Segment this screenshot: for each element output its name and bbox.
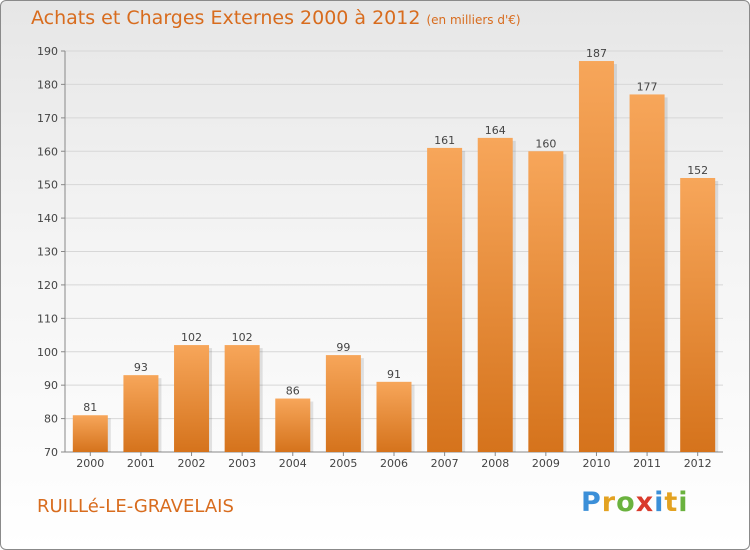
logo-letter: P [581, 487, 602, 518]
bar [680, 177, 716, 452]
x-tick-label: 2004 [279, 457, 307, 470]
logo-letter: x [635, 487, 655, 518]
y-tick-label: 80 [44, 413, 58, 426]
bar [629, 94, 665, 453]
data-labels: 81 93 102 102 86 99 91 161 164 160 187 177 152 [83, 47, 708, 414]
unit-label: (en milliers d'€) [426, 13, 521, 27]
data-label: 164 [485, 124, 506, 137]
bar [224, 345, 260, 452]
data-label: 161 [434, 134, 455, 147]
data-label: 91 [387, 368, 401, 381]
x-tick-label: 2012 [684, 457, 712, 470]
x-tick-label: 2002 [178, 457, 206, 470]
x-tick-label: 2005 [329, 457, 357, 470]
x-tick-label: 2006 [380, 457, 408, 470]
logo-letter: i [654, 487, 665, 518]
data-label: 86 [286, 385, 300, 398]
y-tick-label: 90 [44, 379, 58, 392]
y-tick-label: 160 [37, 145, 58, 158]
x-tick-label: 2001 [127, 457, 155, 470]
x-tick-label: 2011 [633, 457, 661, 470]
x-tick-label: 2009 [532, 457, 560, 470]
y-tick-label: 70 [44, 446, 58, 459]
data-label: 177 [637, 80, 658, 93]
y-tick-label: 150 [37, 179, 58, 192]
bar [376, 381, 412, 452]
logo-letter: i [678, 487, 689, 518]
bar [477, 137, 513, 452]
bar [325, 355, 361, 452]
bar [528, 151, 564, 452]
proxiti-logo[interactable]: Proxiti [581, 487, 689, 518]
data-label: 152 [687, 164, 708, 177]
x-tick-label: 2010 [582, 457, 610, 470]
data-label: 187 [586, 47, 607, 60]
commune-name: RUILLé-LE-GRAVELAIS [37, 496, 234, 517]
axes: 70 80 90 100 110 120 130 140 150 160 170 180 190 2000… [37, 45, 723, 470]
x-tick-label: 2003 [228, 457, 256, 470]
title-text: Achats et Charges Externes 2000 à 2012 [31, 7, 421, 29]
data-label: 99 [336, 341, 350, 354]
y-tick-label: 140 [37, 212, 58, 225]
data-label: 81 [83, 401, 97, 414]
logo-letter: t [664, 487, 679, 518]
x-tick-label: 2000 [76, 457, 104, 470]
logo-letter: r [601, 487, 617, 518]
data-label: 93 [134, 361, 148, 374]
data-label: 102 [232, 331, 253, 344]
y-tick-label: 110 [37, 312, 58, 325]
y-tick-label: 170 [37, 112, 58, 125]
y-tick-label: 120 [37, 279, 58, 292]
logo-letter: o [616, 487, 636, 518]
bars [72, 61, 719, 453]
y-tick-label: 100 [37, 346, 58, 359]
data-label: 160 [535, 137, 556, 150]
bar [427, 147, 463, 453]
y-tick-label: 130 [37, 246, 58, 259]
bar [72, 415, 108, 452]
x-tick-label: 2008 [481, 457, 509, 470]
y-tick-label: 180 [37, 78, 58, 91]
bar [578, 61, 614, 453]
bar [275, 398, 311, 452]
x-tick-label: 2007 [431, 457, 459, 470]
bar [174, 345, 210, 452]
y-tick-label: 190 [37, 45, 58, 58]
bar [123, 375, 159, 452]
chart-title: Achats et Charges Externes 2000 à 2012 (e… [31, 7, 521, 29]
data-label: 102 [181, 331, 202, 344]
